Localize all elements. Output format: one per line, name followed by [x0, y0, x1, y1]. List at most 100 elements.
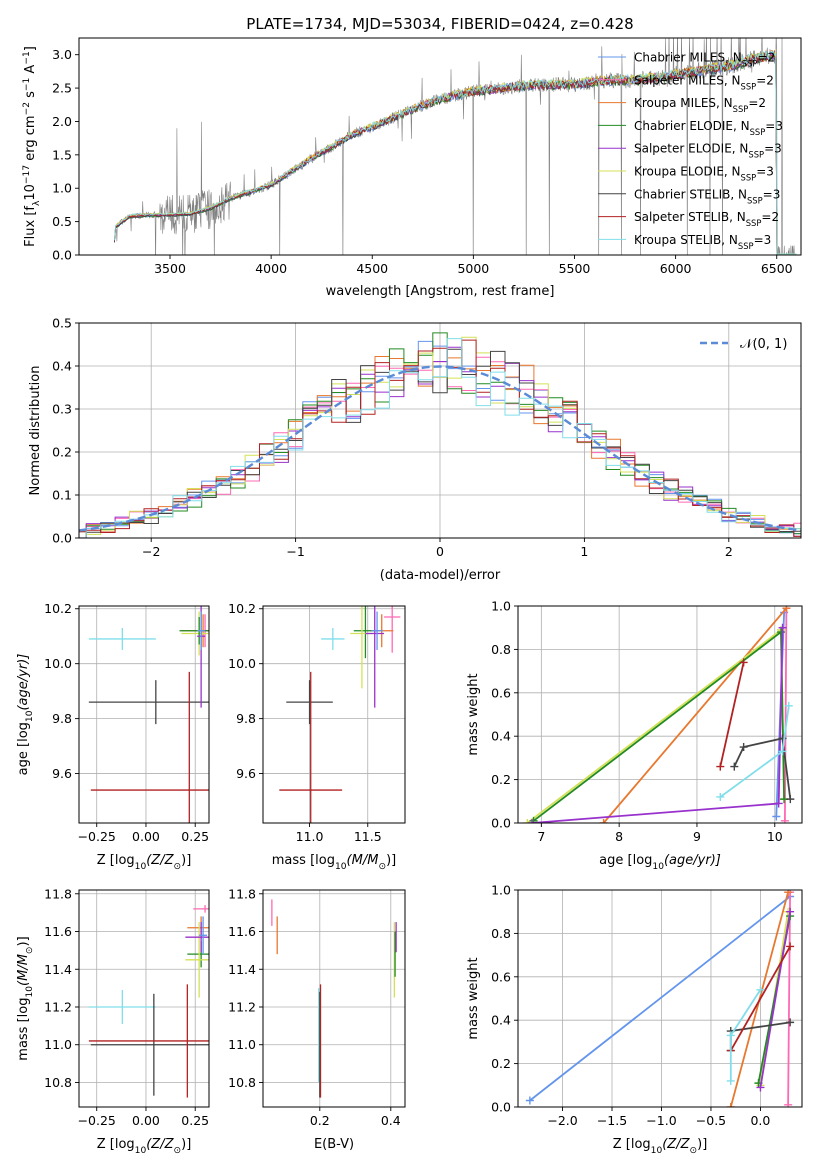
y-tick-label: 0.6 — [491, 969, 511, 984]
y-axis-label: Normed distribution — [28, 366, 43, 496]
x-tick-label: −2 — [142, 544, 160, 559]
x-tick-label: 0.0 — [750, 1113, 770, 1128]
panel-weight-vs-age: 7 8 9 10 0.0 0.2 0.4 0.6 0.8 1.0 age [log10(age/yr… — [466, 599, 803, 872]
y-axis-label: age [log10(age/yr)] — [16, 654, 35, 776]
legend-entry: Chabrier STELIB, NSSP=3 — [634, 187, 780, 205]
x-axis-label: mass [log10(M/M⊙)] — [272, 853, 396, 872]
x-axis-label: Z [log10(Z/Z⊙)] — [97, 1137, 192, 1156]
panel-weight-vs-Z: −2.0 −1.5 −1.0 −0.5 0.0 0.0 0.2 0.4 0.6 0.8 1.0 Z [… — [466, 883, 803, 1156]
x-axis-label: age [log10(age/yr)] — [599, 853, 721, 872]
y-tick-label: 3.0 — [52, 47, 72, 62]
panel-mass-vs-ebv: 0.2 0.4 10.8 11.0 11.2 11.4 11.6 11.8 E(B-V) — [228, 886, 406, 1152]
y-tick-label: 9.6 — [52, 766, 72, 781]
mass-weight-line — [733, 737, 792, 800]
axes-frame — [78, 889, 210, 1108]
normal-curve — [79, 365, 801, 532]
legend-entry: Kroupa ELODIE, NSSP=3 — [634, 165, 774, 183]
mass-weight-line — [784, 608, 788, 821]
y-tick-label: 11.2 — [44, 999, 72, 1014]
y-tick-label: 0.0 — [491, 816, 511, 831]
x-axis-label: Z [log10(Z/Z⊙)] — [97, 853, 192, 872]
mass-weight-marker — [730, 762, 739, 771]
residual-histogram-step — [79, 346, 801, 538]
x-tick-label: 11.5 — [354, 829, 382, 844]
x-tick-label: −1.5 — [597, 1113, 627, 1128]
y-tick-label: 2.0 — [52, 114, 72, 129]
mass-weight-marker — [784, 1100, 793, 1107]
axes-frame — [517, 605, 803, 824]
legend-entry: 𝒩(0, 1) — [740, 337, 787, 352]
mass-weight-marker — [776, 628, 785, 637]
mass-weight-line — [730, 945, 791, 1052]
y-tick-label: 0.0 — [52, 531, 72, 546]
y-tick-label: 11.0 — [228, 1037, 256, 1052]
legend-entry: Kroupa MILES, NSSP=2 — [634, 96, 766, 114]
x-tick-label: −0.25 — [78, 1113, 116, 1128]
y-tick-label: 11.6 — [44, 924, 72, 939]
y-tick-label: 0.4 — [491, 729, 511, 744]
y-tick-label: 0.0 — [52, 248, 72, 263]
y-tick-label: 0.8 — [491, 926, 511, 941]
x-tick-label: 9 — [693, 829, 701, 844]
x-axis-label: E(B-V) — [314, 1137, 354, 1152]
x-tick-label: 0.25 — [181, 829, 209, 844]
y-tick-label: 0.6 — [491, 685, 511, 700]
mass-weight-marker — [782, 606, 791, 613]
mass-weight-marker — [784, 701, 793, 710]
y-tick-label: 11.0 — [44, 1037, 72, 1052]
mass-weight-marker — [523, 819, 532, 823]
x-tick-label: 4500 — [356, 261, 388, 276]
mass-weight-marker — [780, 816, 789, 823]
mass-weight-marker — [774, 799, 783, 808]
x-tick-label: 2 — [725, 544, 733, 559]
mass-weight-marker — [756, 1083, 765, 1092]
y-tick-label: 0.1 — [52, 488, 72, 503]
y-tick-label: 9.8 — [236, 711, 256, 726]
x-tick-label: 6500 — [761, 261, 793, 276]
x-tick-label: 8 — [615, 829, 623, 844]
x-tick-label: 0.25 — [181, 1113, 209, 1128]
y-tick-label: 0.0 — [491, 1100, 511, 1115]
x-tick-label: 7 — [537, 829, 545, 844]
mass-weight-marker — [525, 1096, 534, 1105]
x-axis-label: wavelength [Angstrom, rest frame] — [326, 284, 555, 299]
x-tick-label: −2.0 — [547, 1113, 577, 1128]
legend-entry: Chabrier MILES, NSSP=2 — [634, 51, 775, 69]
mass-weight-marker — [528, 819, 537, 823]
y-tick-label: 10.0 — [228, 656, 256, 671]
mass-weight-marker — [778, 734, 787, 743]
x-tick-label: 4000 — [255, 261, 287, 276]
y-tick-label: 10.8 — [44, 1075, 72, 1090]
mass-weight-marker — [786, 907, 795, 916]
weight-vs-Z-plot-area — [525, 890, 795, 1107]
x-tick-label: 0 — [436, 544, 444, 559]
legend-entry: Salpeter STELIB, NSSP=2 — [634, 210, 779, 228]
model-spectrum-line — [114, 50, 797, 255]
x-tick-label: 0.4 — [381, 1113, 401, 1128]
mass-weight-marker — [726, 1031, 735, 1040]
y-axis-label: mass [log10(M/M⊙)] — [16, 936, 35, 1060]
residual-histogram-step — [79, 332, 801, 535]
axes-frame — [78, 605, 210, 824]
axes-frame — [78, 37, 802, 256]
x-tick-label: 1 — [580, 544, 588, 559]
mass-weight-marker — [786, 942, 795, 951]
legend-entry: Salpeter ELODIE, NSSP=3 — [634, 142, 782, 160]
legend: Chabrier MILES, NSSP=2 Salpeter MILES, NS… — [598, 51, 783, 251]
x-tick-label: 5500 — [559, 261, 591, 276]
y-tick-label: 2.5 — [52, 81, 72, 96]
y-tick-label: 0.2 — [52, 445, 72, 460]
mass-weight-marker — [529, 816, 538, 823]
y-tick-label: 11.2 — [228, 999, 256, 1014]
y-tick-label: 10.2 — [44, 601, 72, 616]
y-axis-label: mass weight — [466, 957, 481, 1039]
panel-spectrum: 3500 4000 4500 5000 5500 6000 6500 0.0 0.5 1.0 1.5… — [22, 37, 802, 299]
y-tick-label: 0.2 — [491, 1056, 511, 1071]
mass-weight-marker — [716, 792, 725, 801]
legend-entry: Chabrier ELODIE, NSSP=3 — [634, 119, 783, 137]
figure-title: PLATE=1734, MJD=53034, FIBERID=0424, z=0… — [246, 15, 633, 33]
mass-weight-marker — [786, 1018, 795, 1027]
y-axis-label: Flux [fλ10−17 erg cm−2 s−1 A−1] — [22, 46, 42, 247]
x-tick-label: 6000 — [660, 261, 692, 276]
